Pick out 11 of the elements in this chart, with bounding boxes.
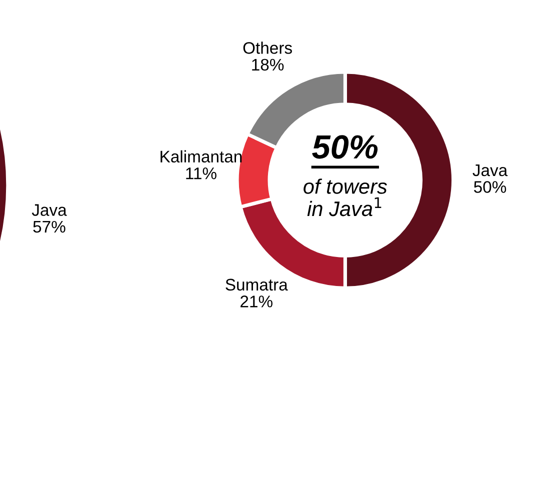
slice-label: Others [243, 42, 292, 54]
slice-label: Sumatra [226, 278, 288, 291]
slice-label: Kalimantan [160, 150, 242, 163]
text: Java 57% [32, 204, 67, 233]
data-label: 21% [240, 296, 272, 308]
text: 50% [312, 135, 378, 159]
data-label: 11% [186, 168, 216, 180]
data-label: 18% [252, 58, 284, 71]
slice-label: Java [472, 164, 508, 176]
text: of towers in Java$^{1}$ [304, 178, 387, 216]
data-label: 50% [474, 181, 506, 193]
